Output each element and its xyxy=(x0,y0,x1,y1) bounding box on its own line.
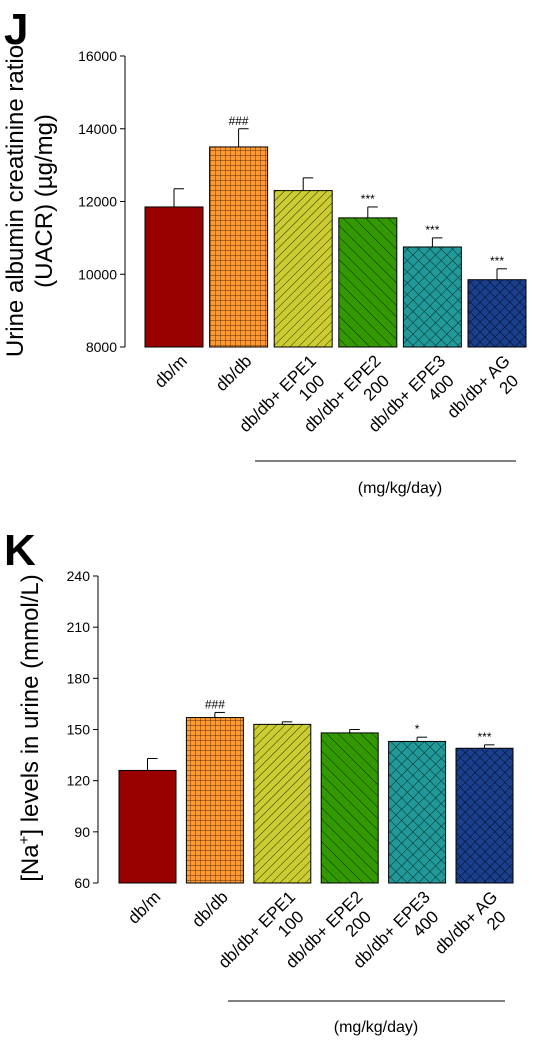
significance-label: ### xyxy=(205,697,225,711)
y-tick-label: 210 xyxy=(67,619,91,635)
y-axis-title-j-2: (UACR) (µg/mg) xyxy=(31,114,58,288)
significance-label: *** xyxy=(490,254,504,268)
y-tick-label: 14000 xyxy=(78,121,117,137)
significance-label: * xyxy=(415,722,420,736)
panel-label-k: K xyxy=(4,526,36,575)
y-axis-title-j: Urine albumin creatinine ratio xyxy=(2,45,29,357)
dose-unit-label-k: (mg/kg/day) xyxy=(334,1019,418,1036)
x-category-label: db/db xyxy=(188,887,232,931)
y-tick-label: 240 xyxy=(67,568,91,584)
bar xyxy=(388,740,447,884)
x-category-label: db/m xyxy=(151,351,191,391)
significance-label: *** xyxy=(425,223,439,237)
y-axis-title-k: [Na+] levels in urine (mmol/L) xyxy=(16,574,44,882)
y-tick-label: 150 xyxy=(67,722,91,738)
bar xyxy=(209,146,269,348)
significance-label: ### xyxy=(229,114,249,128)
y-tick-label: 120 xyxy=(67,773,91,789)
bar xyxy=(320,732,379,884)
bar xyxy=(253,723,312,884)
y-axis-title-k-part2: ] levels in urine (mmol/L) xyxy=(17,574,44,835)
bar xyxy=(273,190,333,348)
dose-unit-label-j: (mg/kg/day) xyxy=(358,480,442,497)
y-tick-label: 90 xyxy=(74,824,90,840)
bar xyxy=(338,217,398,348)
svg-text:[Na+] levels in urine (mmol/L): [Na+] levels in urine (mmol/L) xyxy=(16,574,44,882)
significance-label: *** xyxy=(477,730,491,744)
bar xyxy=(402,246,462,348)
plot-area-j: 8000 10000 12000 14000 16000 db/m ### db/db db/d… xyxy=(78,48,527,436)
panel-k: K [Na+] levels in urine (mmol/L) 60 90 120… xyxy=(4,526,514,1036)
panel-label-j: J xyxy=(4,5,28,54)
bar xyxy=(467,279,527,348)
y-tick-label: 16000 xyxy=(78,48,117,64)
y-tick-label: 60 xyxy=(74,875,90,891)
x-category-label-line1: db/m xyxy=(151,351,191,391)
bar xyxy=(118,769,177,884)
y-tick-label: 8000 xyxy=(86,339,117,355)
x-category-label-line1: db/m xyxy=(124,887,164,927)
y-tick-label: 12000 xyxy=(78,194,117,210)
bar xyxy=(185,717,244,884)
x-category-label-line1: db/db xyxy=(188,887,232,931)
bar xyxy=(455,747,514,884)
panel-j: J Urine albumin creatinine ratio (UACR) … xyxy=(2,5,527,497)
y-axis-title-k-sup: + xyxy=(16,835,33,844)
y-tick-label: 10000 xyxy=(78,266,117,282)
y-axis-title-line2: (UACR) (µg/mg) xyxy=(31,114,58,288)
y-axis-title-k-part1: [Na xyxy=(17,844,44,882)
significance-label: *** xyxy=(361,192,375,206)
y-axis-title-line1: Urine albumin creatinine ratio xyxy=(2,45,29,357)
y-tick-label: 180 xyxy=(67,670,91,686)
x-category-label: db/db xyxy=(212,351,256,395)
bar xyxy=(144,206,204,348)
x-category-label: db/m xyxy=(124,887,164,927)
x-category-label-line1: db/db xyxy=(212,351,256,395)
